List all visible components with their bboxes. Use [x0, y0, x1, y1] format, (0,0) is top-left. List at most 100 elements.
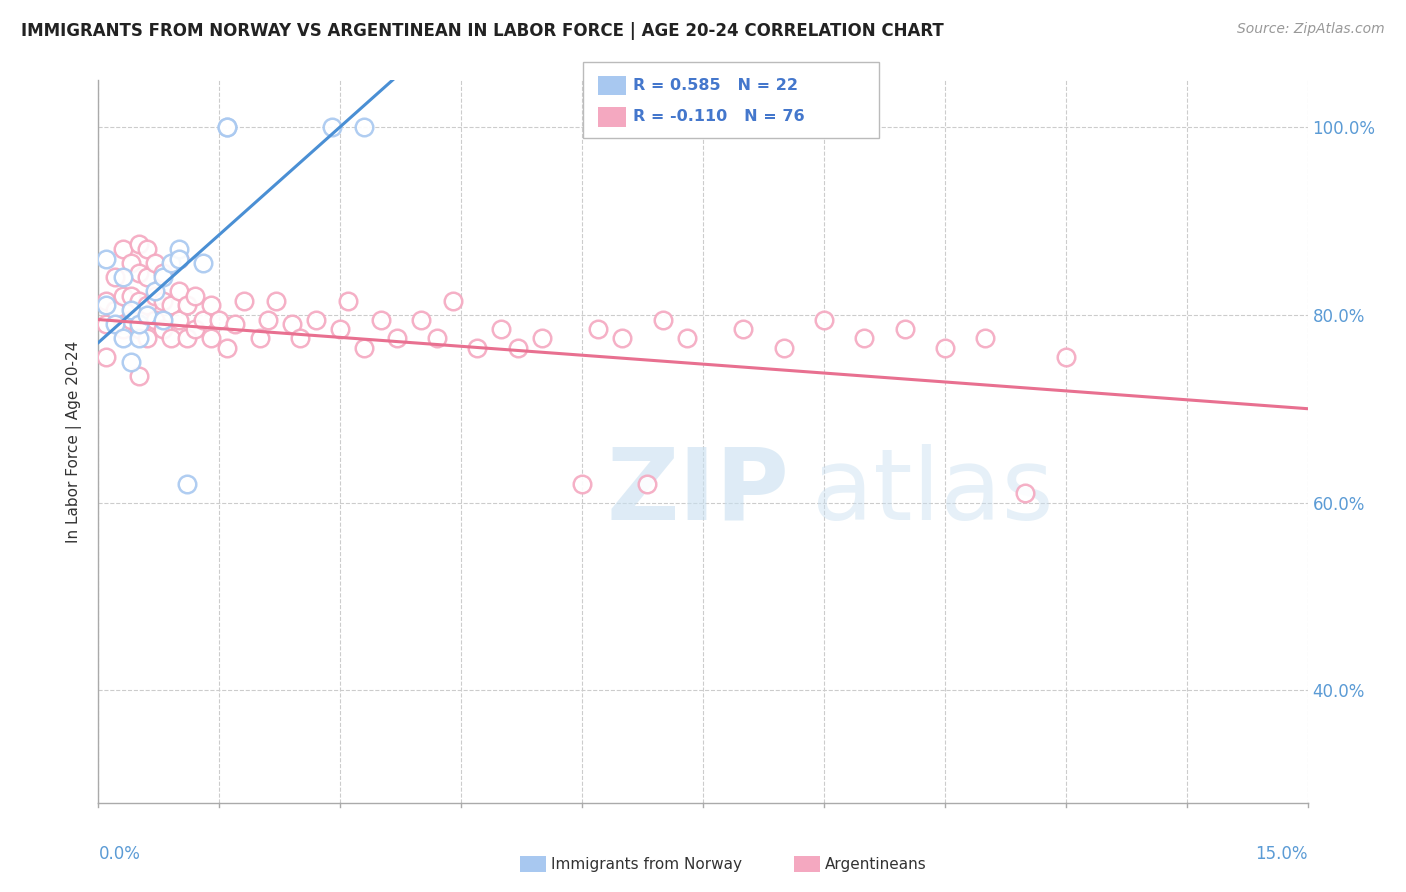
Text: ZIP: ZIP: [606, 443, 789, 541]
Point: [167, 252, 190, 266]
Point: [111, 242, 134, 256]
Point: [120, 256, 142, 270]
Point: [152, 266, 174, 280]
Point: [120, 289, 142, 303]
Point: [143, 289, 166, 303]
Point: [143, 256, 166, 270]
Point: [506, 341, 529, 355]
Point: [586, 322, 609, 336]
Point: [135, 331, 157, 345]
Text: 0.0%: 0.0%: [98, 845, 141, 863]
Point: [111, 322, 134, 336]
Point: [128, 293, 150, 308]
Point: [111, 270, 134, 285]
Point: [184, 322, 207, 336]
Point: [305, 312, 328, 326]
Point: [636, 476, 658, 491]
Point: [128, 266, 150, 280]
Point: [176, 476, 198, 491]
Point: [103, 303, 125, 318]
Point: [152, 322, 174, 336]
Point: [208, 312, 231, 326]
Point: [385, 331, 408, 345]
Point: [200, 298, 222, 312]
Point: [160, 298, 183, 312]
Point: [217, 341, 239, 355]
Point: [409, 312, 432, 326]
Point: [651, 312, 673, 326]
Point: [176, 298, 198, 312]
Point: [530, 331, 553, 345]
Text: IMMIGRANTS FROM NORWAY VS ARGENTINEAN IN LABOR FORCE | AGE 20-24 CORRELATION CHA: IMMIGRANTS FROM NORWAY VS ARGENTINEAN IN…: [21, 22, 943, 40]
Point: [152, 270, 174, 285]
Point: [676, 331, 699, 345]
Point: [612, 331, 634, 345]
Y-axis label: In Labor Force | Age 20-24: In Labor Force | Age 20-24: [66, 341, 83, 542]
Point: [224, 318, 246, 332]
Point: [143, 285, 166, 299]
Point: [135, 308, 157, 322]
Point: [96, 298, 118, 312]
Text: Immigrants from Norway: Immigrants from Norway: [551, 857, 742, 871]
Point: [264, 293, 287, 308]
Point: [465, 341, 488, 355]
Point: [370, 312, 392, 326]
Point: [167, 242, 190, 256]
Point: [128, 237, 150, 252]
Text: Source: ZipAtlas.com: Source: ZipAtlas.com: [1237, 22, 1385, 37]
Point: [893, 322, 915, 336]
Text: R = 0.585   N = 22: R = 0.585 N = 22: [633, 78, 797, 93]
Point: [128, 331, 150, 345]
Point: [160, 331, 183, 345]
Point: [103, 270, 125, 285]
Point: [96, 293, 118, 308]
Text: 15.0%: 15.0%: [1256, 845, 1308, 863]
Point: [353, 120, 375, 135]
Point: [120, 355, 142, 369]
Point: [167, 312, 190, 326]
Point: [249, 331, 271, 345]
Point: [853, 331, 876, 345]
Point: [176, 331, 198, 345]
Point: [281, 318, 304, 332]
Point: [184, 289, 207, 303]
Point: [111, 289, 134, 303]
Point: [96, 318, 118, 332]
Point: [337, 293, 360, 308]
Point: [128, 322, 150, 336]
Point: [441, 293, 464, 308]
Point: [111, 318, 134, 332]
Point: [426, 331, 449, 345]
Point: [193, 256, 215, 270]
Text: R = -0.110   N = 76: R = -0.110 N = 76: [633, 110, 804, 124]
Point: [128, 318, 150, 332]
Point: [288, 331, 311, 345]
Point: [167, 252, 190, 266]
Point: [96, 252, 118, 266]
Point: [1054, 350, 1077, 364]
Point: [120, 312, 142, 326]
Point: [813, 312, 835, 326]
Point: [152, 293, 174, 308]
Point: [160, 256, 183, 270]
Point: [329, 322, 352, 336]
Point: [96, 350, 118, 364]
Point: [103, 318, 125, 332]
Point: [1014, 486, 1036, 500]
Point: [143, 312, 166, 326]
Point: [135, 270, 157, 285]
Point: [974, 331, 997, 345]
Point: [217, 120, 239, 135]
Point: [135, 242, 157, 256]
Point: [571, 476, 593, 491]
Point: [321, 120, 343, 135]
Point: [135, 298, 157, 312]
Point: [128, 368, 150, 383]
Text: atlas: atlas: [811, 443, 1053, 541]
Point: [772, 341, 794, 355]
Point: [491, 322, 513, 336]
Point: [152, 312, 174, 326]
Point: [217, 120, 239, 135]
Point: [167, 285, 190, 299]
Point: [200, 331, 222, 345]
